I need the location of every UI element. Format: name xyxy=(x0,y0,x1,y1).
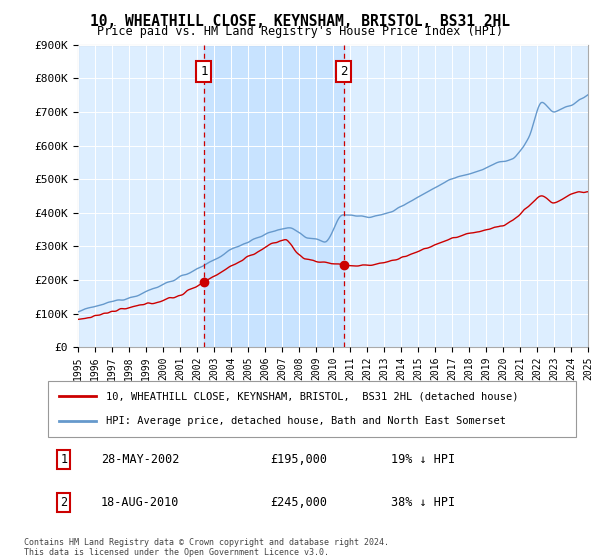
FancyBboxPatch shape xyxy=(48,381,576,437)
Text: HPI: Average price, detached house, Bath and North East Somerset: HPI: Average price, detached house, Bath… xyxy=(106,416,506,426)
Text: £245,000: £245,000 xyxy=(270,496,327,508)
Text: 10, WHEATHILL CLOSE, KEYNSHAM, BRISTOL,  BS31 2HL (detached house): 10, WHEATHILL CLOSE, KEYNSHAM, BRISTOL, … xyxy=(106,391,518,402)
Text: 18-AUG-2010: 18-AUG-2010 xyxy=(101,496,179,508)
Bar xyxy=(204,45,344,347)
Text: Contains HM Land Registry data © Crown copyright and database right 2024.
This d: Contains HM Land Registry data © Crown c… xyxy=(24,538,389,557)
Text: 28-MAY-2002: 28-MAY-2002 xyxy=(101,452,179,466)
Text: 19% ↓ HPI: 19% ↓ HPI xyxy=(391,452,455,466)
Text: 1: 1 xyxy=(200,65,208,78)
Text: 10, WHEATHILL CLOSE, KEYNSHAM, BRISTOL, BS31 2HL: 10, WHEATHILL CLOSE, KEYNSHAM, BRISTOL, … xyxy=(90,14,510,29)
Text: 2: 2 xyxy=(60,496,67,508)
Text: Price paid vs. HM Land Registry's House Price Index (HPI): Price paid vs. HM Land Registry's House … xyxy=(97,25,503,38)
Text: 2: 2 xyxy=(340,65,347,78)
Text: 1: 1 xyxy=(60,452,67,466)
Text: 38% ↓ HPI: 38% ↓ HPI xyxy=(391,496,455,508)
Text: £195,000: £195,000 xyxy=(270,452,327,466)
